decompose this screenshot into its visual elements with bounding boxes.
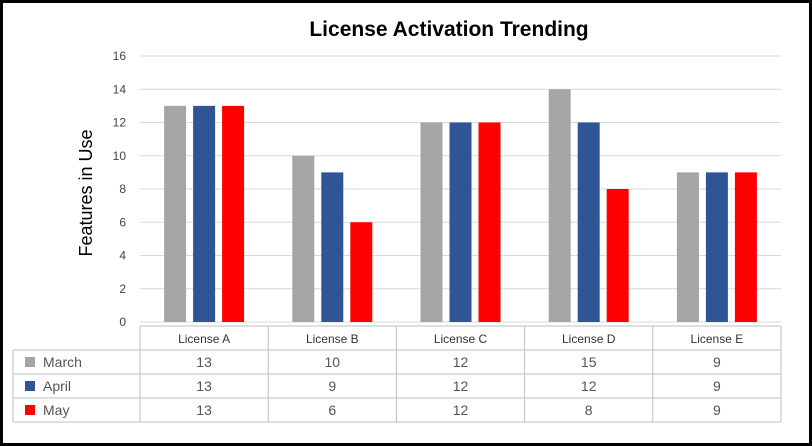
table-cell: 15: [581, 354, 597, 370]
table-cell: 8: [585, 402, 593, 418]
table-cell: 12: [581, 378, 597, 394]
bar-april-5: [705, 172, 728, 322]
table-cell: 12: [453, 402, 469, 418]
y-tick-label: 16: [113, 49, 127, 63]
y-tick-label: 12: [113, 116, 127, 130]
table-cell: 12: [453, 354, 469, 370]
bar-march-1: [164, 105, 187, 322]
table-cell: 9: [713, 378, 721, 394]
chart-title: License Activation Trending: [309, 18, 588, 41]
table-cell: 9: [713, 402, 721, 418]
category-label: License D: [562, 332, 616, 346]
table-cell: 12: [453, 378, 469, 394]
bar-april-3: [449, 122, 472, 322]
bar-march-3: [420, 122, 443, 322]
table-cell: 9: [328, 378, 336, 394]
legend-label-march: March: [43, 354, 82, 370]
bars: [164, 89, 757, 322]
category-label: License A: [178, 332, 230, 346]
y-tick-label: 2: [119, 282, 126, 296]
table-cell: 6: [328, 402, 336, 418]
y-tick-label: 6: [119, 215, 126, 229]
y-tick-label: 14: [113, 82, 127, 96]
bar-march-2: [292, 155, 315, 322]
bar-may-1: [222, 105, 245, 322]
y-axis-label: Features in Use: [76, 129, 96, 256]
bar-april-1: [193, 105, 216, 322]
y-tick-label: 10: [113, 149, 127, 163]
y-tick-label: 4: [119, 249, 126, 263]
bar-march-4: [548, 89, 571, 322]
legend-swatch-april: [25, 381, 35, 391]
category-label: License B: [306, 332, 359, 346]
bar-may-4: [606, 189, 629, 322]
category-label: License C: [434, 332, 488, 346]
table-cell: 13: [196, 402, 212, 418]
table-cell: 13: [196, 354, 212, 370]
y-axis-ticks: 0 2 4 6 8 10 12 14 16: [113, 49, 127, 329]
table-cell: 13: [196, 378, 212, 394]
legend-swatch-may: [25, 405, 35, 415]
bar-april-2: [321, 172, 344, 322]
bar-may-5: [734, 172, 757, 322]
legend-label-may: May: [43, 402, 69, 418]
category-label: License E: [691, 332, 744, 346]
bar-may-2: [350, 222, 373, 322]
legend-label-april: April: [43, 378, 71, 394]
data-table: License A License B License C License D Lice…: [12, 325, 782, 423]
bar-march-5: [676, 172, 699, 322]
y-tick-label: 8: [119, 182, 126, 196]
table-cell: 9: [713, 354, 721, 370]
bar-may-3: [478, 122, 501, 322]
legend-swatch-march: [25, 357, 35, 367]
bar-april-4: [577, 122, 600, 322]
y-tick-label: 0: [119, 315, 126, 329]
table-cell: 10: [325, 354, 341, 370]
